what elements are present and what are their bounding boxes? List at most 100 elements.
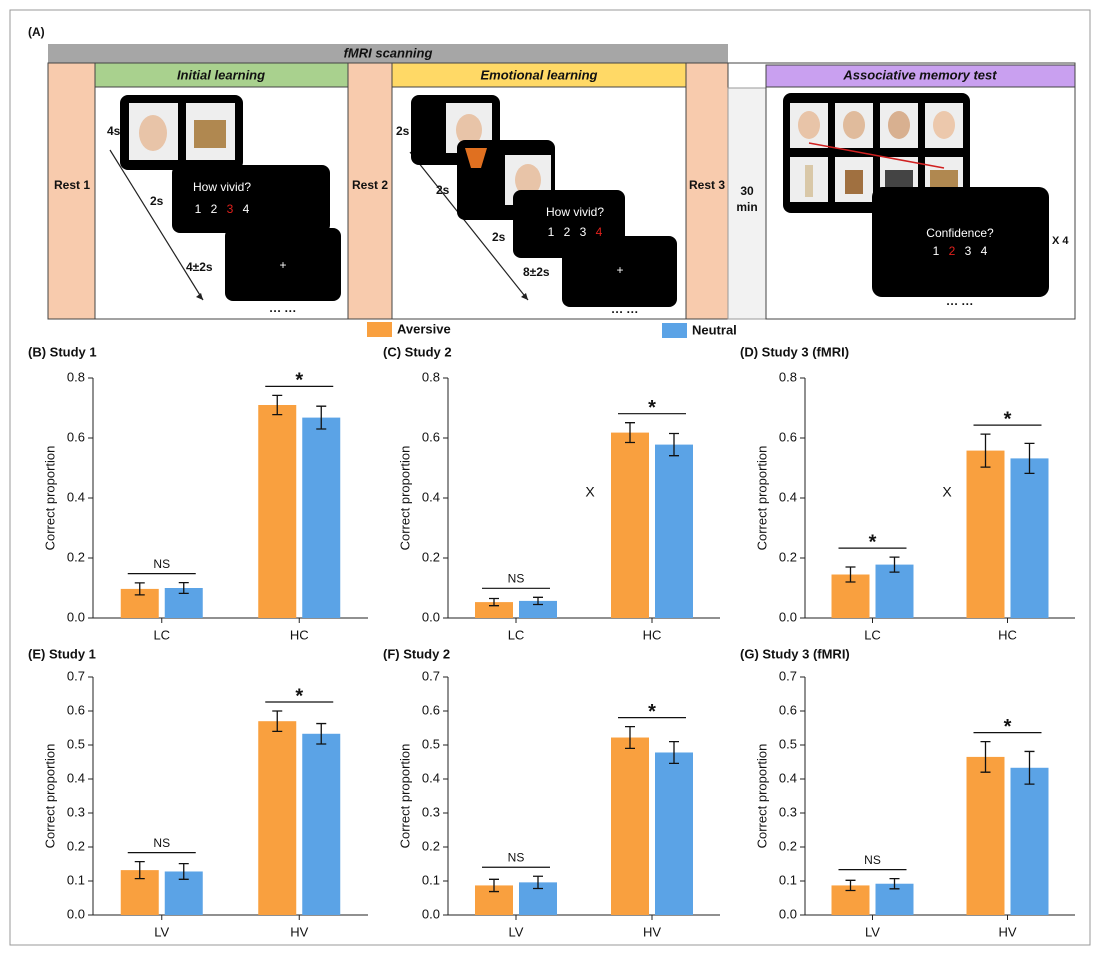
bar [258, 405, 296, 618]
response-option: 2 [211, 202, 218, 216]
response-option: 2 [564, 225, 571, 239]
y-tick-label: 0.6 [422, 702, 440, 717]
x-tick-label: HC [998, 627, 1017, 642]
bar [611, 433, 649, 618]
y-axis-label: Correct proportion [754, 744, 769, 849]
rest-label: Rest 2 [352, 178, 388, 192]
object-image [194, 120, 226, 148]
response-option: 1 [933, 244, 940, 258]
face-image [139, 115, 167, 151]
phase-title: Emotional learning [480, 67, 597, 82]
x-tick-label: LC [153, 627, 170, 642]
response-option: 2 [949, 244, 956, 258]
fixation: + [279, 258, 286, 272]
significance-label: * [295, 370, 303, 392]
duration: 4s [107, 124, 121, 138]
significance-label: * [648, 397, 656, 419]
y-tick-label: 0.4 [67, 770, 85, 785]
significance-label: * [648, 701, 656, 723]
rest-label: Rest 1 [54, 178, 90, 192]
y-tick-label: 0.1 [67, 872, 85, 887]
y-tick-label: 0.0 [67, 906, 85, 921]
y-tick-label: 0.5 [779, 736, 797, 751]
duration: 2s [396, 124, 410, 138]
bar [1011, 768, 1049, 915]
y-tick-label: 0.7 [67, 668, 85, 683]
y-axis-label: Correct proportion [397, 446, 412, 551]
chart-title: (B) Study 1 [28, 344, 97, 359]
chart-title: (G) Study 3 (fMRI) [740, 646, 850, 661]
significance-label: NS [864, 853, 881, 867]
y-tick-label: 0.2 [779, 549, 797, 564]
y-tick-label: 0.3 [67, 804, 85, 819]
duration: 2s [150, 194, 164, 208]
x-tick-label: HV [290, 924, 308, 939]
ellipsis: ··· ··· [946, 297, 973, 311]
y-tick-label: 0.6 [779, 429, 797, 444]
figure: (A) fMRI scanning Rest 1 Rest 2 Rest 3 3… [0, 0, 1099, 954]
y-tick-label: 0.0 [422, 609, 440, 624]
y-tick-label: 0.4 [779, 489, 797, 504]
delay-label: min [736, 200, 757, 214]
duration: 4±2s [186, 260, 213, 274]
legend-label: Aversive [397, 321, 451, 336]
significance-label: NS [508, 850, 525, 864]
y-tick-label: 0.6 [422, 429, 440, 444]
response-option: 4 [243, 202, 250, 216]
delay-label: 30 [740, 184, 754, 198]
y-axis-label: Correct proportion [754, 446, 769, 551]
bar [967, 757, 1005, 915]
y-axis-label: Correct proportion [397, 744, 412, 849]
x-tick-label: LV [509, 924, 524, 939]
panel-label: (A) [28, 25, 45, 39]
y-tick-label: 0.6 [67, 429, 85, 444]
y-tick-label: 0.4 [422, 770, 440, 785]
y-tick-label: 0.0 [779, 906, 797, 921]
chart-title: (D) Study 3 (fMRI) [740, 344, 849, 359]
y-tick-label: 0.7 [422, 668, 440, 683]
y-axis-label: Correct proportion [42, 446, 57, 551]
response-option: 3 [580, 225, 587, 239]
response-option: 4 [981, 244, 988, 258]
response-option: 3 [965, 244, 972, 258]
chart-title: (E) Study 1 [28, 646, 96, 661]
y-tick-label: 0.7 [779, 668, 797, 683]
y-tick-label: 0.2 [67, 838, 85, 853]
bar [1011, 458, 1049, 618]
y-tick-label: 0.1 [422, 872, 440, 887]
response-option: 1 [548, 225, 555, 239]
x-tick-label: LV [154, 924, 169, 939]
bar [655, 752, 693, 915]
y-tick-label: 0.6 [67, 702, 85, 717]
y-tick-label: 0.0 [779, 609, 797, 624]
significance-label: NS [153, 836, 170, 850]
screen [872, 187, 1049, 297]
y-tick-label: 0.4 [67, 489, 85, 504]
y-tick-label: 0.0 [67, 609, 85, 624]
ellipsis: ··· ··· [611, 305, 638, 319]
y-tick-label: 0.4 [422, 489, 440, 504]
duration: 2s [436, 183, 450, 197]
response-option: 3 [227, 202, 234, 216]
y-tick-label: 0.2 [779, 838, 797, 853]
x-tick-label: LC [864, 627, 881, 642]
y-tick-label: 0.3 [422, 804, 440, 819]
y-tick-label: 0.8 [779, 369, 797, 384]
x-tick-label: LC [508, 627, 525, 642]
repeat-label: X 4 [1052, 235, 1069, 247]
bar [611, 738, 649, 915]
y-tick-label: 0.5 [67, 736, 85, 751]
significance-label: NS [508, 571, 525, 585]
scanning-label: fMRI scanning [344, 45, 433, 60]
duration: 8±2s [523, 265, 550, 279]
y-tick-label: 0.3 [779, 804, 797, 819]
bar [258, 721, 296, 915]
fixation: + [616, 263, 623, 277]
x-tick-label: LV [865, 924, 880, 939]
legend-label: Neutral [692, 322, 737, 337]
annotation: X [942, 484, 952, 500]
y-tick-label: 0.4 [779, 770, 797, 785]
significance-label: * [295, 685, 303, 707]
bar [967, 451, 1005, 618]
rest-label: Rest 3 [689, 178, 725, 192]
